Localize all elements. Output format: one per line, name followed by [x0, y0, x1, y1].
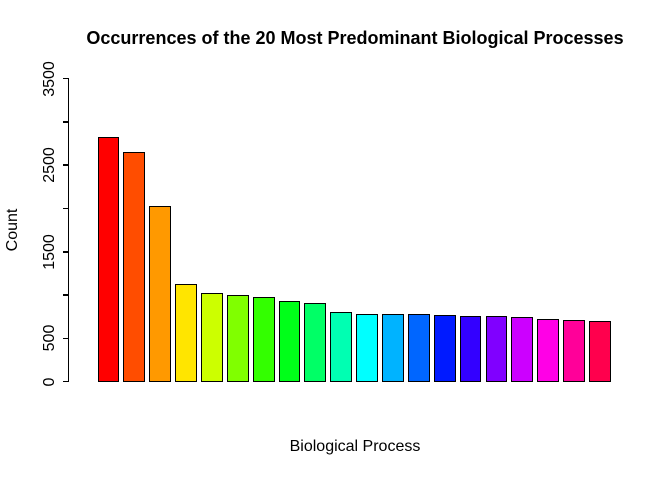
y-tick-label-text: 1500	[41, 234, 58, 270]
bar	[304, 303, 327, 382]
x-axis-title: Biological Process	[289, 438, 421, 455]
bar	[123, 152, 146, 382]
y-tick-label-text: 500	[41, 325, 58, 352]
bar	[485, 316, 508, 382]
y-tick	[63, 121, 69, 123]
bar	[226, 294, 249, 382]
y-tick	[63, 380, 69, 383]
y-tick-label-text: 0	[41, 377, 58, 387]
bar	[459, 315, 482, 382]
bar	[382, 313, 404, 382]
bar	[537, 319, 560, 382]
chart-title: Occurrences of the 20 Most Predominant B…	[86, 28, 624, 48]
y-tick	[63, 337, 69, 340]
y-tick-label-text: 3500	[41, 60, 58, 97]
bar	[97, 137, 120, 382]
y-tick	[63, 164, 69, 166]
bar	[330, 312, 353, 382]
y-tick	[63, 251, 69, 253]
bar	[149, 205, 172, 382]
bar	[433, 315, 456, 382]
bar	[175, 283, 197, 382]
y-axis-line	[67, 77, 70, 383]
y-tick	[63, 294, 69, 296]
bar	[356, 313, 378, 382]
bar	[252, 297, 275, 382]
y-tick	[63, 77, 69, 80]
bar	[589, 321, 611, 382]
bar	[407, 314, 430, 382]
y-axis-title-text: Count	[4, 208, 21, 252]
y-tick-label-text: 2500	[41, 147, 58, 183]
bar	[200, 292, 223, 382]
bar	[563, 320, 585, 382]
bar	[278, 301, 301, 382]
y-tick	[63, 207, 69, 210]
bar	[511, 317, 534, 382]
